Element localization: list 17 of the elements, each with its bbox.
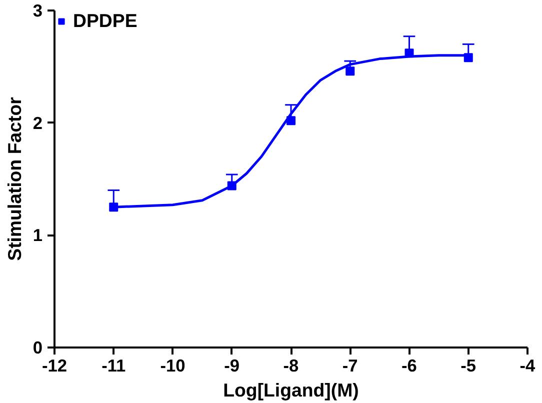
point (346, 66, 355, 76)
x-tick-label: -7 (342, 356, 358, 376)
y-tick-label: 1 (32, 225, 43, 246)
x-tick-label: -11 (102, 356, 126, 376)
y-tick-label: 0 (32, 338, 43, 358)
y-tick-label: 3 (32, 0, 43, 20)
x-tick-label: -12 (42, 356, 68, 376)
y-tick-label: 2 (32, 112, 43, 133)
x-tick-label: -9 (224, 356, 240, 376)
x-tick-label: -10 (160, 356, 186, 376)
x-tick-label: -4 (520, 356, 536, 376)
y-axis-title: Stimulation Factor (4, 97, 25, 261)
x-tick-label: -6 (402, 356, 418, 376)
x-tick-label: -8 (283, 356, 300, 376)
x-tick-label: -5 (460, 356, 476, 376)
legend-label: DPDPE (73, 10, 138, 32)
x-axis-title: Log[Ligand](M) (223, 380, 359, 400)
